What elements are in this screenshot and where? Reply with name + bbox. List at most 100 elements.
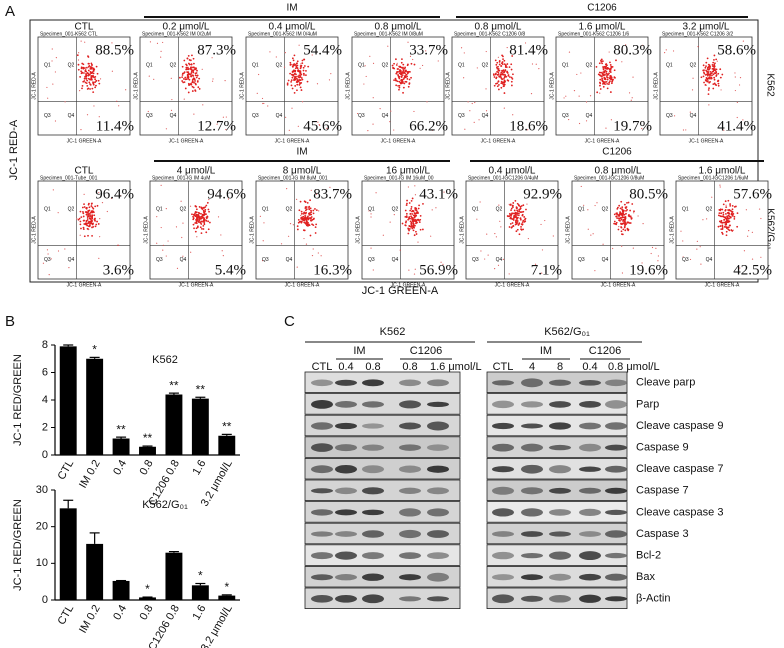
event-dot: [83, 206, 86, 208]
event-dot: [498, 63, 501, 66]
plot-title: Specimen_001-K562 C1206 3/2: [662, 31, 733, 37]
event-dot: [85, 213, 88, 216]
event-dot: [280, 243, 283, 245]
event-dot: [605, 72, 608, 75]
event-dot: [85, 207, 88, 210]
quadrant-label: Q3: [578, 257, 585, 263]
event-dot: [485, 110, 488, 112]
event-dot: [500, 62, 503, 65]
event-dot: [84, 76, 87, 78]
blot-band: [399, 508, 421, 517]
event-dot: [296, 228, 299, 231]
event-dot: [516, 214, 519, 216]
protein-label: Bcl-2: [636, 550, 661, 562]
blot-band: [492, 594, 514, 604]
event-dot: [404, 216, 407, 218]
dose-label: 0.8 μmol/L: [375, 22, 422, 33]
blot-band: [492, 380, 514, 386]
event-dot: [263, 102, 265, 105]
event-dot: [707, 79, 709, 81]
event-dot: [601, 79, 603, 81]
quadrant-label: Q4: [170, 113, 177, 119]
event-dot: [410, 76, 412, 79]
event-dot: [519, 208, 522, 210]
panel-label: A: [5, 3, 15, 20]
blot-band: [492, 531, 514, 537]
event-dot: [193, 78, 196, 81]
event-dot: [311, 218, 314, 221]
event-dot: [192, 77, 195, 80]
event-dot: [356, 112, 359, 115]
x-tick-label: 0.4: [111, 603, 129, 622]
event-dot: [79, 90, 81, 92]
event-dot: [302, 229, 305, 232]
event-dot: [170, 77, 172, 79]
blot-band: [362, 530, 384, 538]
event-dot: [706, 74, 709, 77]
event-dot: [665, 49, 667, 51]
event-dot: [705, 79, 707, 82]
event-dot: [85, 223, 88, 226]
event-dot: [391, 64, 394, 67]
event-dot: [702, 219, 704, 221]
event-dot: [192, 75, 195, 77]
event-dot: [76, 218, 78, 220]
event-dot: [156, 42, 159, 45]
event-dot: [630, 217, 633, 219]
event-dot: [52, 83, 54, 85]
mini-y-label: JC-1 RED-A: [31, 216, 37, 244]
event-dot: [183, 81, 186, 84]
event-dot: [303, 237, 305, 240]
upper-percent: 57.6%: [733, 186, 772, 202]
blot-band: [605, 400, 627, 409]
mini-x-label: JC-1 GREEN-A: [285, 282, 320, 288]
event-dot: [415, 233, 418, 235]
lower-percent: 19.6%: [629, 262, 668, 278]
event-dot: [290, 80, 293, 83]
event-dot: [624, 217, 626, 219]
quadrant-label: Q1: [666, 62, 673, 68]
x-tick-label: 0.4: [111, 458, 129, 477]
quadrant-label: Q1: [146, 62, 153, 68]
event-dot: [306, 220, 308, 223]
event-dot: [42, 262, 45, 264]
event-dot: [400, 66, 403, 69]
event-dot: [393, 79, 395, 82]
event-dot: [425, 50, 427, 52]
event-dot: [147, 110, 149, 113]
lane-label: 0.4: [582, 361, 597, 373]
event-dot: [696, 248, 698, 250]
event-dot: [708, 64, 711, 67]
event-dot: [87, 74, 90, 77]
event-dot: [467, 101, 469, 103]
dose-label: 0.8 μmol/L: [475, 22, 522, 33]
event-dot: [622, 219, 625, 222]
event-dot: [405, 204, 408, 206]
event-dot: [207, 228, 210, 231]
event-dot: [506, 72, 509, 74]
event-dot: [256, 92, 258, 94]
event-dot: [406, 202, 408, 205]
event-dot: [493, 84, 496, 87]
event-dot: [736, 101, 738, 104]
event-dot: [511, 77, 514, 80]
mini-x-label: JC-1 GREEN-A: [67, 138, 102, 144]
event-dot: [198, 88, 201, 90]
significance: *: [145, 582, 150, 596]
event-dot: [611, 80, 613, 83]
event-dot: [86, 84, 89, 87]
event-dot: [219, 190, 221, 193]
blot-band: [399, 487, 421, 494]
event-dot: [519, 218, 522, 221]
event-dot: [733, 217, 736, 220]
event-dot: [167, 240, 169, 242]
event-dot: [417, 241, 419, 243]
event-dot: [303, 216, 306, 219]
event-dot: [379, 108, 381, 110]
event-dot: [80, 70, 83, 73]
event-dot: [407, 71, 410, 74]
event-dot: [496, 67, 499, 70]
event-dot: [599, 84, 601, 87]
quadrant-label: Q1: [252, 62, 259, 68]
event-dot: [370, 213, 372, 215]
